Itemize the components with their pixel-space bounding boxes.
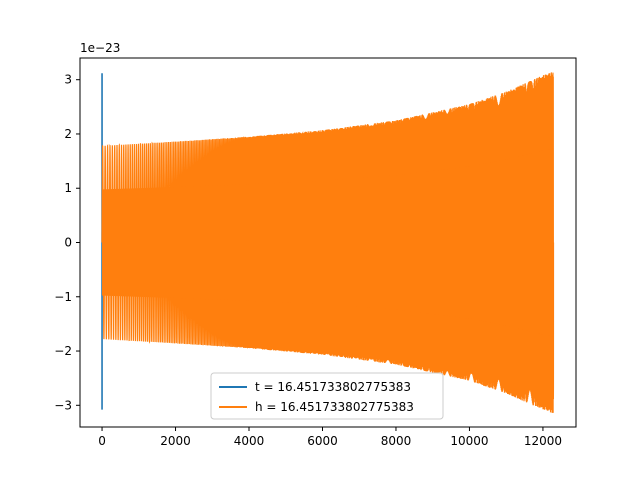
y-tick-label: 2 bbox=[64, 127, 72, 141]
x-tick-label: 8000 bbox=[381, 434, 412, 448]
x-tick-label: 12000 bbox=[524, 434, 562, 448]
x-tick-label: 2000 bbox=[160, 434, 191, 448]
x-tick-label: 0 bbox=[98, 434, 106, 448]
legend-label: h = 16.451733802775383 bbox=[255, 400, 414, 414]
y-tick-label: 0 bbox=[64, 236, 72, 250]
plot-area bbox=[101, 72, 555, 413]
x-tick-label: 4000 bbox=[234, 434, 265, 448]
y-tick-label: −2 bbox=[54, 344, 72, 358]
legend-label: t = 16.451733802775383 bbox=[255, 380, 411, 394]
x-tick-label: 10000 bbox=[450, 434, 488, 448]
y-offset-label: 1e−23 bbox=[80, 41, 120, 55]
legend: t = 16.451733802775383 h = 16.45173380277… bbox=[210, 372, 444, 420]
y-tick-label: 3 bbox=[64, 73, 72, 87]
y-tick-label: −3 bbox=[54, 398, 72, 412]
axes: 0 2000 4000 6000 8000 10000 12000 −3 −2 −1 0 1 2 3 bbox=[54, 57, 577, 448]
series-h-line bbox=[101, 72, 555, 413]
y-tick-label: 1 bbox=[64, 181, 72, 195]
legend-box bbox=[210, 372, 444, 420]
x-tick-label: 6000 bbox=[307, 434, 338, 448]
y-tick-label: −1 bbox=[54, 290, 72, 304]
series-h-core bbox=[102, 148, 554, 337]
